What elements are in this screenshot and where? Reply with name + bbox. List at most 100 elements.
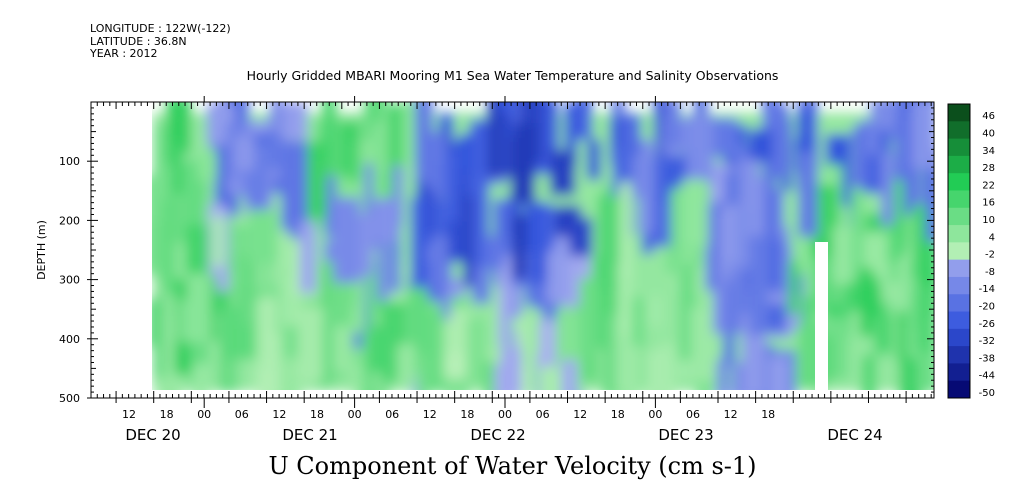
heatmap-cell xyxy=(881,263,892,303)
colorbar-tick-label: -20 xyxy=(979,301,995,312)
heatmap-cell xyxy=(862,355,876,398)
x-tick-label: 06 xyxy=(385,408,399,421)
heatmap-cell xyxy=(681,179,709,247)
missing-data-gap xyxy=(91,102,152,398)
heatmap-cell xyxy=(333,197,361,283)
colorbar-swatch xyxy=(948,276,970,295)
colorbar-tick-label: -32 xyxy=(979,336,995,347)
y-tick-label: 300 xyxy=(59,274,80,287)
colorbar-tick-label: 10 xyxy=(982,215,995,226)
heatmap-cell xyxy=(575,102,593,140)
x-tick-label: 18 xyxy=(460,408,474,421)
heatmap-cell xyxy=(765,168,776,241)
heatmap-cell xyxy=(500,346,522,397)
heatmap-cell xyxy=(768,355,789,398)
colorbar-swatch xyxy=(948,259,970,278)
x-tick-label: 06 xyxy=(686,408,700,421)
heatmap-cell xyxy=(197,149,217,181)
heatmap-cell xyxy=(632,156,644,198)
colorbar-tick-label: 28 xyxy=(982,163,995,174)
variable-label: U Component of Water Velocity (cm s-1) xyxy=(268,452,757,480)
x-tick-label: 00 xyxy=(348,408,362,421)
heatmap-cell xyxy=(434,160,448,198)
heatmap-cell xyxy=(462,195,474,288)
colorbar-swatch xyxy=(948,346,970,364)
heatmap-cell xyxy=(663,102,681,147)
x-tick-label: 18 xyxy=(761,408,775,421)
colorbar-swatch xyxy=(948,225,970,243)
colorbar: 46 40 34 28 22 16 10 4 -2 -8 -14 -20 -26 -32 -38 -44 -50 xyxy=(947,103,995,399)
heatmap-cell xyxy=(587,139,601,180)
x-tick-label: 18 xyxy=(310,408,324,421)
heatmap-cell xyxy=(832,226,852,285)
heatmap-cell xyxy=(922,149,934,242)
metadata-block: LONGITUDE : 122W(-122) LATITUDE : 36.8N … xyxy=(90,22,231,61)
x-tick-label: 06 xyxy=(235,408,249,421)
heatmap-cell xyxy=(724,278,737,333)
heatmap-cell xyxy=(224,358,239,390)
colorbar-swatch xyxy=(948,242,970,261)
heatmap-cell xyxy=(645,350,667,398)
heatmap-cell xyxy=(185,225,209,289)
heatmap-cell xyxy=(510,123,536,203)
heatmap-cell xyxy=(912,204,926,278)
x-tick-label: 00 xyxy=(498,408,512,421)
x-day-label: DEC 23 xyxy=(658,426,713,444)
heatmap-cell xyxy=(851,188,863,281)
colorbar-tick-label: 16 xyxy=(982,198,995,209)
heatmap-cell xyxy=(619,182,632,277)
colorbar-tick-label: 34 xyxy=(982,146,995,157)
colorbar-swatch xyxy=(948,138,970,157)
x-tick-label: 18 xyxy=(160,408,174,421)
heatmap-cell xyxy=(748,238,769,336)
heatmap-cell xyxy=(512,213,527,279)
heatmap-cell xyxy=(469,174,489,267)
colorbar-swatch xyxy=(948,380,970,399)
colorbar-swatch xyxy=(948,294,970,313)
x-tick-label: 00 xyxy=(648,408,662,421)
heatmap-cell xyxy=(524,310,543,368)
heatmap-cell xyxy=(290,268,303,348)
heatmap-field xyxy=(91,102,934,398)
heatmap-cell xyxy=(397,344,416,384)
heatmap-cell xyxy=(284,325,298,359)
heatmap-cell xyxy=(239,254,257,325)
x-tick-label: 12 xyxy=(423,408,437,421)
heatmap-cell xyxy=(256,297,268,371)
heatmap-cell xyxy=(877,129,892,161)
missing-data-gap xyxy=(815,242,828,392)
heatmap-cell xyxy=(876,314,892,351)
heatmap-cell xyxy=(178,300,189,351)
heatmap-cell xyxy=(212,215,224,267)
x-tick-label: 12 xyxy=(724,408,738,421)
y-tick-label: 500 xyxy=(59,392,80,405)
heatmap-cell xyxy=(415,102,433,182)
heatmap-cell xyxy=(788,260,799,315)
heatmap-cell xyxy=(297,306,324,382)
colorbar-tick-label: -8 xyxy=(985,267,995,278)
heatmap-cell xyxy=(498,255,511,347)
heatmap-cell xyxy=(615,335,632,395)
colorbar-tick-label: 40 xyxy=(982,129,995,140)
heatmap-cell xyxy=(370,131,386,207)
heatmap-cell xyxy=(446,151,459,222)
heatmap-cell xyxy=(466,318,486,385)
latitude-label: LATITUDE : 36.8N xyxy=(90,34,187,48)
heatmap-cell xyxy=(171,102,191,154)
x-day-label: DEC 24 xyxy=(827,426,882,444)
colorbar-tick-label: 22 xyxy=(982,180,995,191)
y-tick-label: 100 xyxy=(59,155,80,168)
colorbar-tick-label: 4 xyxy=(989,232,995,243)
heatmap-cell xyxy=(713,117,738,158)
heatmap-cell xyxy=(825,247,836,306)
colorbar-swatch xyxy=(948,207,970,226)
heatmap-cell xyxy=(348,139,359,183)
heatmap-cell xyxy=(859,267,873,337)
heatmap-cell xyxy=(186,273,211,343)
heatmap-cell xyxy=(152,296,165,378)
heatmap-cell xyxy=(260,256,271,324)
colorbar-swatch xyxy=(948,311,970,330)
heatmap-cell xyxy=(716,359,729,398)
colorbar-swatch xyxy=(948,328,970,347)
heatmap-cell xyxy=(469,119,492,180)
